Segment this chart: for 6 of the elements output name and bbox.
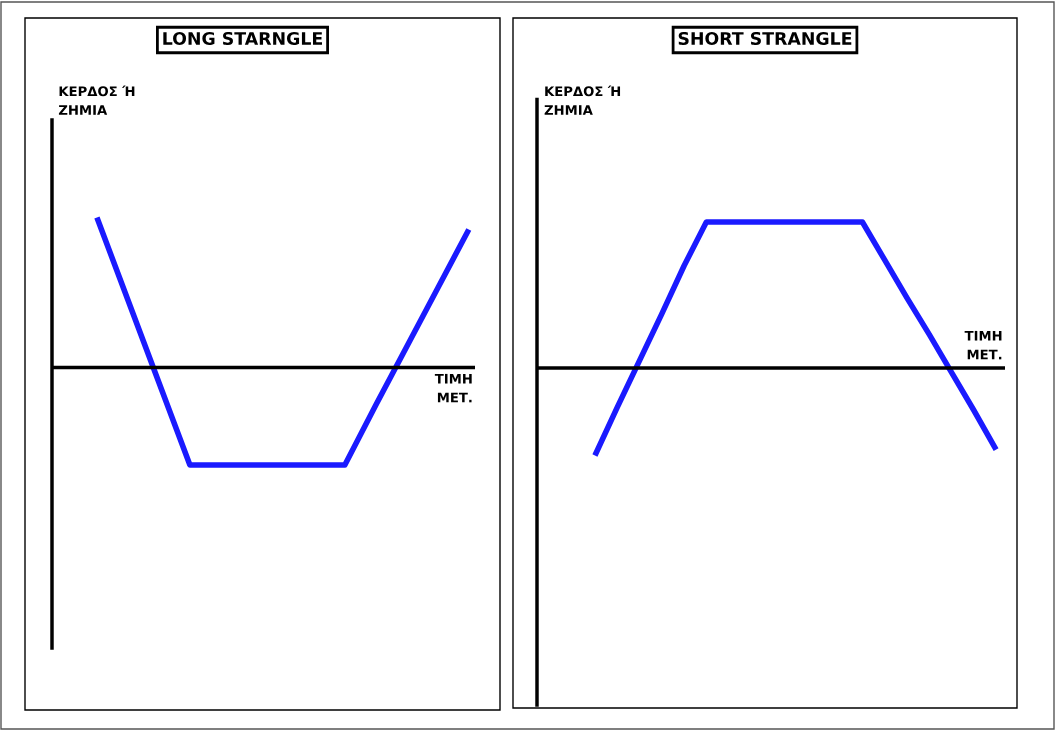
x-axis-title: ΤΙΜΗ ΜΕΤ. — [434, 373, 472, 403]
x-axis-title: ΤΙΜΗ ΜΕΤ. — [964, 330, 1002, 360]
y-axis-title: ΚΕΡΔΟΣ Ή ΖΗΜΙΑ — [544, 85, 621, 115]
chart-title: SHORT STRANGLE — [678, 31, 852, 46]
chart-title: LONG STARNGLE — [163, 31, 322, 46]
y-axis-title: ΚΕΡΔΟΣ Ή ΖΗΜΙΑ — [58, 85, 135, 115]
